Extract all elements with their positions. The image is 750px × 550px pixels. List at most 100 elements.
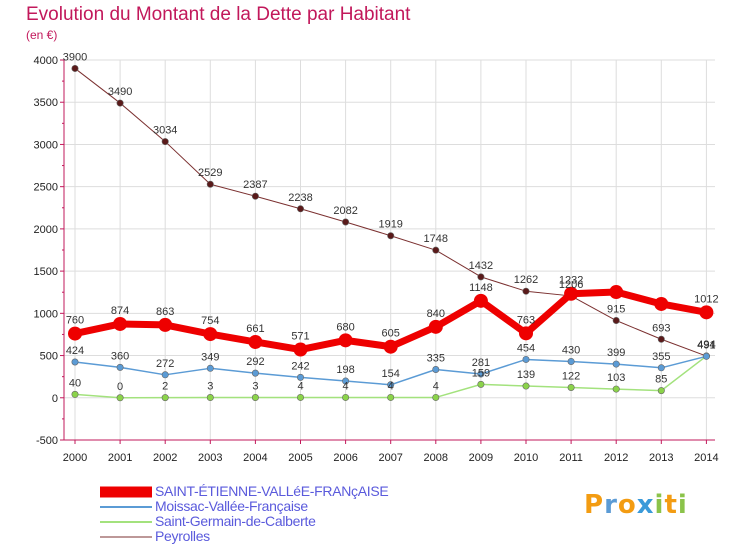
data-label: 661 xyxy=(246,323,264,335)
x-tick-label: 2013 xyxy=(649,452,673,464)
data-label: 2238 xyxy=(288,192,312,204)
data-point xyxy=(251,394,259,402)
data-point xyxy=(342,393,350,401)
data-label: 874 xyxy=(111,305,129,317)
x-tick-label: 2011 xyxy=(559,452,583,464)
data-point xyxy=(657,335,665,343)
x-tick-label: 2001 xyxy=(108,452,132,464)
data-point xyxy=(161,394,169,402)
data-point xyxy=(612,360,620,368)
data-label: 0 xyxy=(117,381,123,393)
x-tick-label: 2006 xyxy=(333,452,357,464)
legend-item-saint-germain: Saint-Germain-de-Calberte xyxy=(100,513,400,529)
data-point xyxy=(387,381,395,389)
data-label: 3034 xyxy=(153,125,177,137)
data-point xyxy=(206,180,214,188)
data-point xyxy=(612,385,620,393)
data-point xyxy=(387,232,395,240)
data-label: 3 xyxy=(252,381,258,393)
legend-item-moissac: Moissac-Vallée-Française xyxy=(100,498,400,514)
data-label: 139 xyxy=(517,369,535,381)
data-point xyxy=(473,293,488,308)
data-point xyxy=(296,205,304,213)
legend-swatch xyxy=(100,506,152,508)
data-label: 4 xyxy=(388,380,394,392)
data-label: 454 xyxy=(517,342,535,354)
data-point xyxy=(71,390,79,398)
data-point xyxy=(116,99,124,107)
data-label: 2529 xyxy=(198,167,222,179)
x-tick-label: 2014 xyxy=(694,452,718,464)
data-label: 4 xyxy=(343,380,349,392)
legend-label: SAINT-ÉTIENNE-VALLéE-FRANçAISE xyxy=(155,483,389,499)
data-label: 494 xyxy=(697,339,715,351)
y-tick-label: 3500 xyxy=(34,97,58,109)
x-tick-label: 2004 xyxy=(243,452,267,464)
data-label: 424 xyxy=(66,345,84,357)
data-label: 159 xyxy=(472,367,490,379)
data-label: 4 xyxy=(433,380,439,392)
data-label: 122 xyxy=(562,370,580,382)
data-label: 915 xyxy=(607,304,625,316)
data-label: 430 xyxy=(562,344,580,356)
data-point xyxy=(116,363,124,371)
chart-subtitle: (en €) xyxy=(26,28,58,42)
data-label: 1148 xyxy=(469,282,493,294)
data-point xyxy=(116,394,124,402)
data-point xyxy=(296,393,304,401)
data-label: 1432 xyxy=(469,260,493,272)
data-point xyxy=(342,377,350,385)
data-point xyxy=(657,387,665,395)
y-tick-label: 500 xyxy=(40,351,58,363)
data-point xyxy=(699,305,714,320)
data-point xyxy=(477,380,485,388)
data-point xyxy=(702,352,710,360)
data-point xyxy=(206,364,214,372)
data-label: 1262 xyxy=(514,274,538,286)
data-point xyxy=(654,296,669,311)
data-point xyxy=(71,64,79,72)
data-point xyxy=(432,246,440,254)
data-point xyxy=(161,371,169,379)
data-point xyxy=(522,355,530,363)
legend-item-peyrolles: Peyrolles xyxy=(100,528,400,544)
data-point xyxy=(68,326,82,341)
data-point xyxy=(432,365,440,373)
x-tick-label: 2009 xyxy=(469,452,493,464)
data-point xyxy=(338,333,353,348)
data-label: 360 xyxy=(111,350,129,362)
data-point xyxy=(522,287,530,295)
y-tick-label: -500 xyxy=(36,435,58,447)
x-tick-label: 2010 xyxy=(514,452,538,464)
y-tick-label: 1500 xyxy=(34,266,58,278)
data-label: 1206 xyxy=(559,279,583,291)
x-tick-label: 2003 xyxy=(198,452,222,464)
data-point xyxy=(206,394,214,402)
data-point xyxy=(564,286,579,301)
data-point xyxy=(293,342,308,357)
data-label: 40 xyxy=(69,377,81,389)
data-label: 85 xyxy=(655,374,667,386)
data-point xyxy=(567,357,575,365)
data-point xyxy=(251,192,259,200)
data-point xyxy=(657,364,665,372)
data-point xyxy=(383,339,398,354)
data-label: 571 xyxy=(291,331,309,343)
data-label: 605 xyxy=(382,328,400,340)
data-label: 760 xyxy=(66,315,84,327)
data-label: 863 xyxy=(156,306,174,318)
y-tick-label: 0 xyxy=(52,393,58,405)
data-point xyxy=(432,393,440,401)
data-label: 242 xyxy=(291,360,309,372)
data-label: 754 xyxy=(201,315,219,327)
data-label: 1012 xyxy=(694,293,718,305)
data-label: 1232 xyxy=(559,275,583,287)
x-tick-label: 2008 xyxy=(424,452,448,464)
data-label: 4 xyxy=(297,380,303,392)
data-point xyxy=(387,393,395,401)
y-tick-label: 2000 xyxy=(34,224,58,236)
data-label: 292 xyxy=(246,356,264,368)
x-tick-label: 2005 xyxy=(288,452,312,464)
legend-label: Moissac-Vallée-Française xyxy=(155,498,308,514)
